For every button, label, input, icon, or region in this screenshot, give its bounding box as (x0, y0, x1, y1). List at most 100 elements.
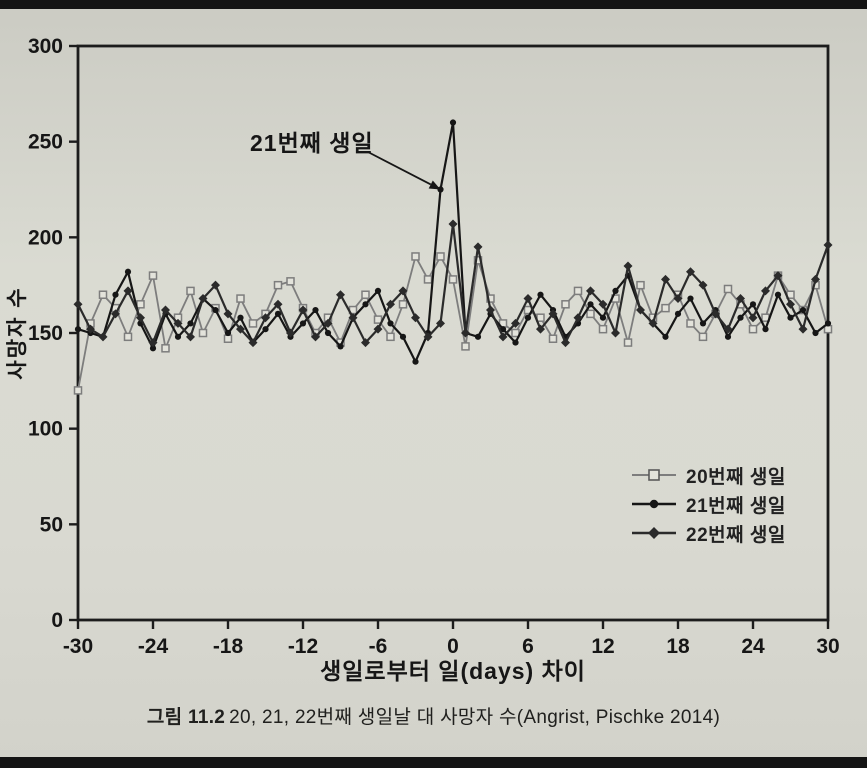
marker-filled-circle (687, 295, 694, 302)
marker-filled-circle (412, 358, 419, 365)
marker-filled-circle (449, 119, 457, 126)
marker-filled-diamond (111, 309, 120, 319)
marker-filled-circle (324, 329, 332, 337)
legend-marker-filled-diamond-icon (632, 527, 676, 539)
marker-filled-diamond (136, 313, 145, 323)
marker-open-square (286, 277, 295, 286)
marker-open-square (461, 342, 470, 351)
marker-filled-diamond (436, 318, 445, 328)
x-tick-label: 30 (816, 635, 839, 658)
marker-open-square (536, 313, 545, 322)
marker-filled-circle (474, 333, 482, 340)
marker-filled-circle (124, 268, 132, 275)
marker-filled-circle (512, 339, 519, 346)
legend-item-21st: 21번째 생일 (630, 493, 786, 517)
marker-filled-diamond (411, 313, 420, 323)
legend: 20번째 생일 21번째 생일 22번째 생일 (630, 464, 786, 546)
marker-filled-diamond (786, 299, 795, 309)
marker-filled-circle (762, 326, 769, 333)
marker-filled-diamond (398, 286, 408, 296)
marker-filled-diamond (248, 338, 258, 348)
marker-open-square (748, 324, 758, 334)
marker-filled-diamond (823, 240, 833, 250)
marker-open-square (148, 271, 158, 280)
x-tick-label: 6 (522, 635, 534, 658)
marker-filled-diamond (98, 332, 108, 342)
marker-filled-diamond (798, 324, 808, 334)
marker-filled-circle (749, 301, 757, 308)
marker-filled-diamond (548, 309, 558, 319)
marker-open-square (623, 338, 633, 347)
legend-label-21st: 21번째 생일 (686, 495, 786, 517)
marker-filled-diamond (811, 274, 820, 284)
marker-filled-diamond (311, 332, 320, 342)
x-tick-label: 18 (666, 635, 690, 658)
marker-filled-circle (399, 333, 407, 340)
marker-open-square (573, 286, 583, 296)
marker-filled-circle (362, 301, 369, 308)
marker-open-square (561, 300, 570, 309)
marker-filled-circle (674, 310, 682, 317)
x-axis-label: 생일로부터 일(days) 차이 (320, 658, 586, 684)
marker-open-square (386, 332, 395, 342)
marker-open-square (511, 328, 520, 338)
marker-filled-diamond (536, 324, 545, 334)
marker-filled-diamond (623, 261, 633, 271)
y-tick-label: 100 (28, 418, 63, 441)
marker-open-square (686, 319, 695, 328)
legend-item-20th: 20번째 생일 (630, 464, 786, 488)
figure-caption-number: 그림 11.2 (146, 707, 226, 728)
marker-filled-diamond (661, 274, 670, 284)
marker-filled-circle (262, 326, 269, 333)
marker-filled-circle (737, 314, 744, 321)
marker-filled-diamond (523, 294, 533, 304)
legend-item-22nd: 22번째 생일 (630, 522, 786, 546)
marker-filled-diamond (148, 338, 158, 348)
marker-filled-diamond (273, 299, 283, 309)
marker-open-square (423, 275, 433, 284)
annotation-21st-birthday: 21번째 생일 (250, 130, 374, 156)
figure-caption-text: 20, 21, 22번째 생일날 대 사망자 수(Angrist, Pischk… (229, 707, 721, 728)
marker-filled-circle (787, 314, 794, 321)
marker-filled-diamond (748, 313, 758, 323)
marker-open-square (98, 290, 108, 299)
figure-caption: 그림 11.2 20, 21, 22번째 생일날 대 사망자 수(Angrist,… (0, 702, 867, 729)
photo-edge-top (0, 0, 867, 9)
marker-open-square (161, 344, 170, 353)
y-tick-label: 150 (28, 322, 63, 345)
marker-open-square (186, 286, 195, 296)
marker-open-square (198, 328, 208, 338)
marker-filled-circle (537, 291, 544, 298)
marker-filled-diamond (473, 242, 483, 252)
marker-open-square (598, 324, 608, 334)
x-tick-label: 12 (591, 635, 614, 658)
marker-filled-diamond (648, 318, 658, 328)
marker-open-square (223, 334, 233, 343)
y-tick-label: 300 (28, 35, 63, 58)
marker-open-square (73, 386, 83, 395)
legend-marker-open-square-icon (632, 469, 676, 481)
marker-filled-circle (74, 326, 82, 333)
annotation-arrow-line (367, 151, 432, 186)
y-tick-label: 50 (40, 513, 63, 536)
legend-label-20th: 20번째 생일 (686, 466, 786, 488)
marker-filled-circle (724, 333, 732, 340)
marker-filled-circle (112, 291, 119, 298)
marker-filled-circle (699, 320, 707, 327)
x-tick-label: -6 (369, 635, 388, 658)
annotation-arrow-head (428, 180, 441, 190)
marker-filled-diamond (498, 332, 508, 342)
marker-filled-diamond (186, 332, 195, 342)
marker-filled-diamond (736, 294, 745, 304)
y-tick-label: 0 (51, 609, 63, 632)
marker-open-square (411, 252, 420, 261)
marker-filled-diamond (673, 294, 683, 304)
marker-filled-diamond (161, 305, 170, 315)
y-tick-label: 250 (28, 131, 63, 154)
marker-filled-diamond (486, 305, 495, 315)
marker-open-square (373, 315, 383, 324)
marker-filled-diamond (711, 309, 720, 319)
marker-filled-diamond (423, 332, 433, 342)
marker-filled-diamond (511, 318, 520, 328)
